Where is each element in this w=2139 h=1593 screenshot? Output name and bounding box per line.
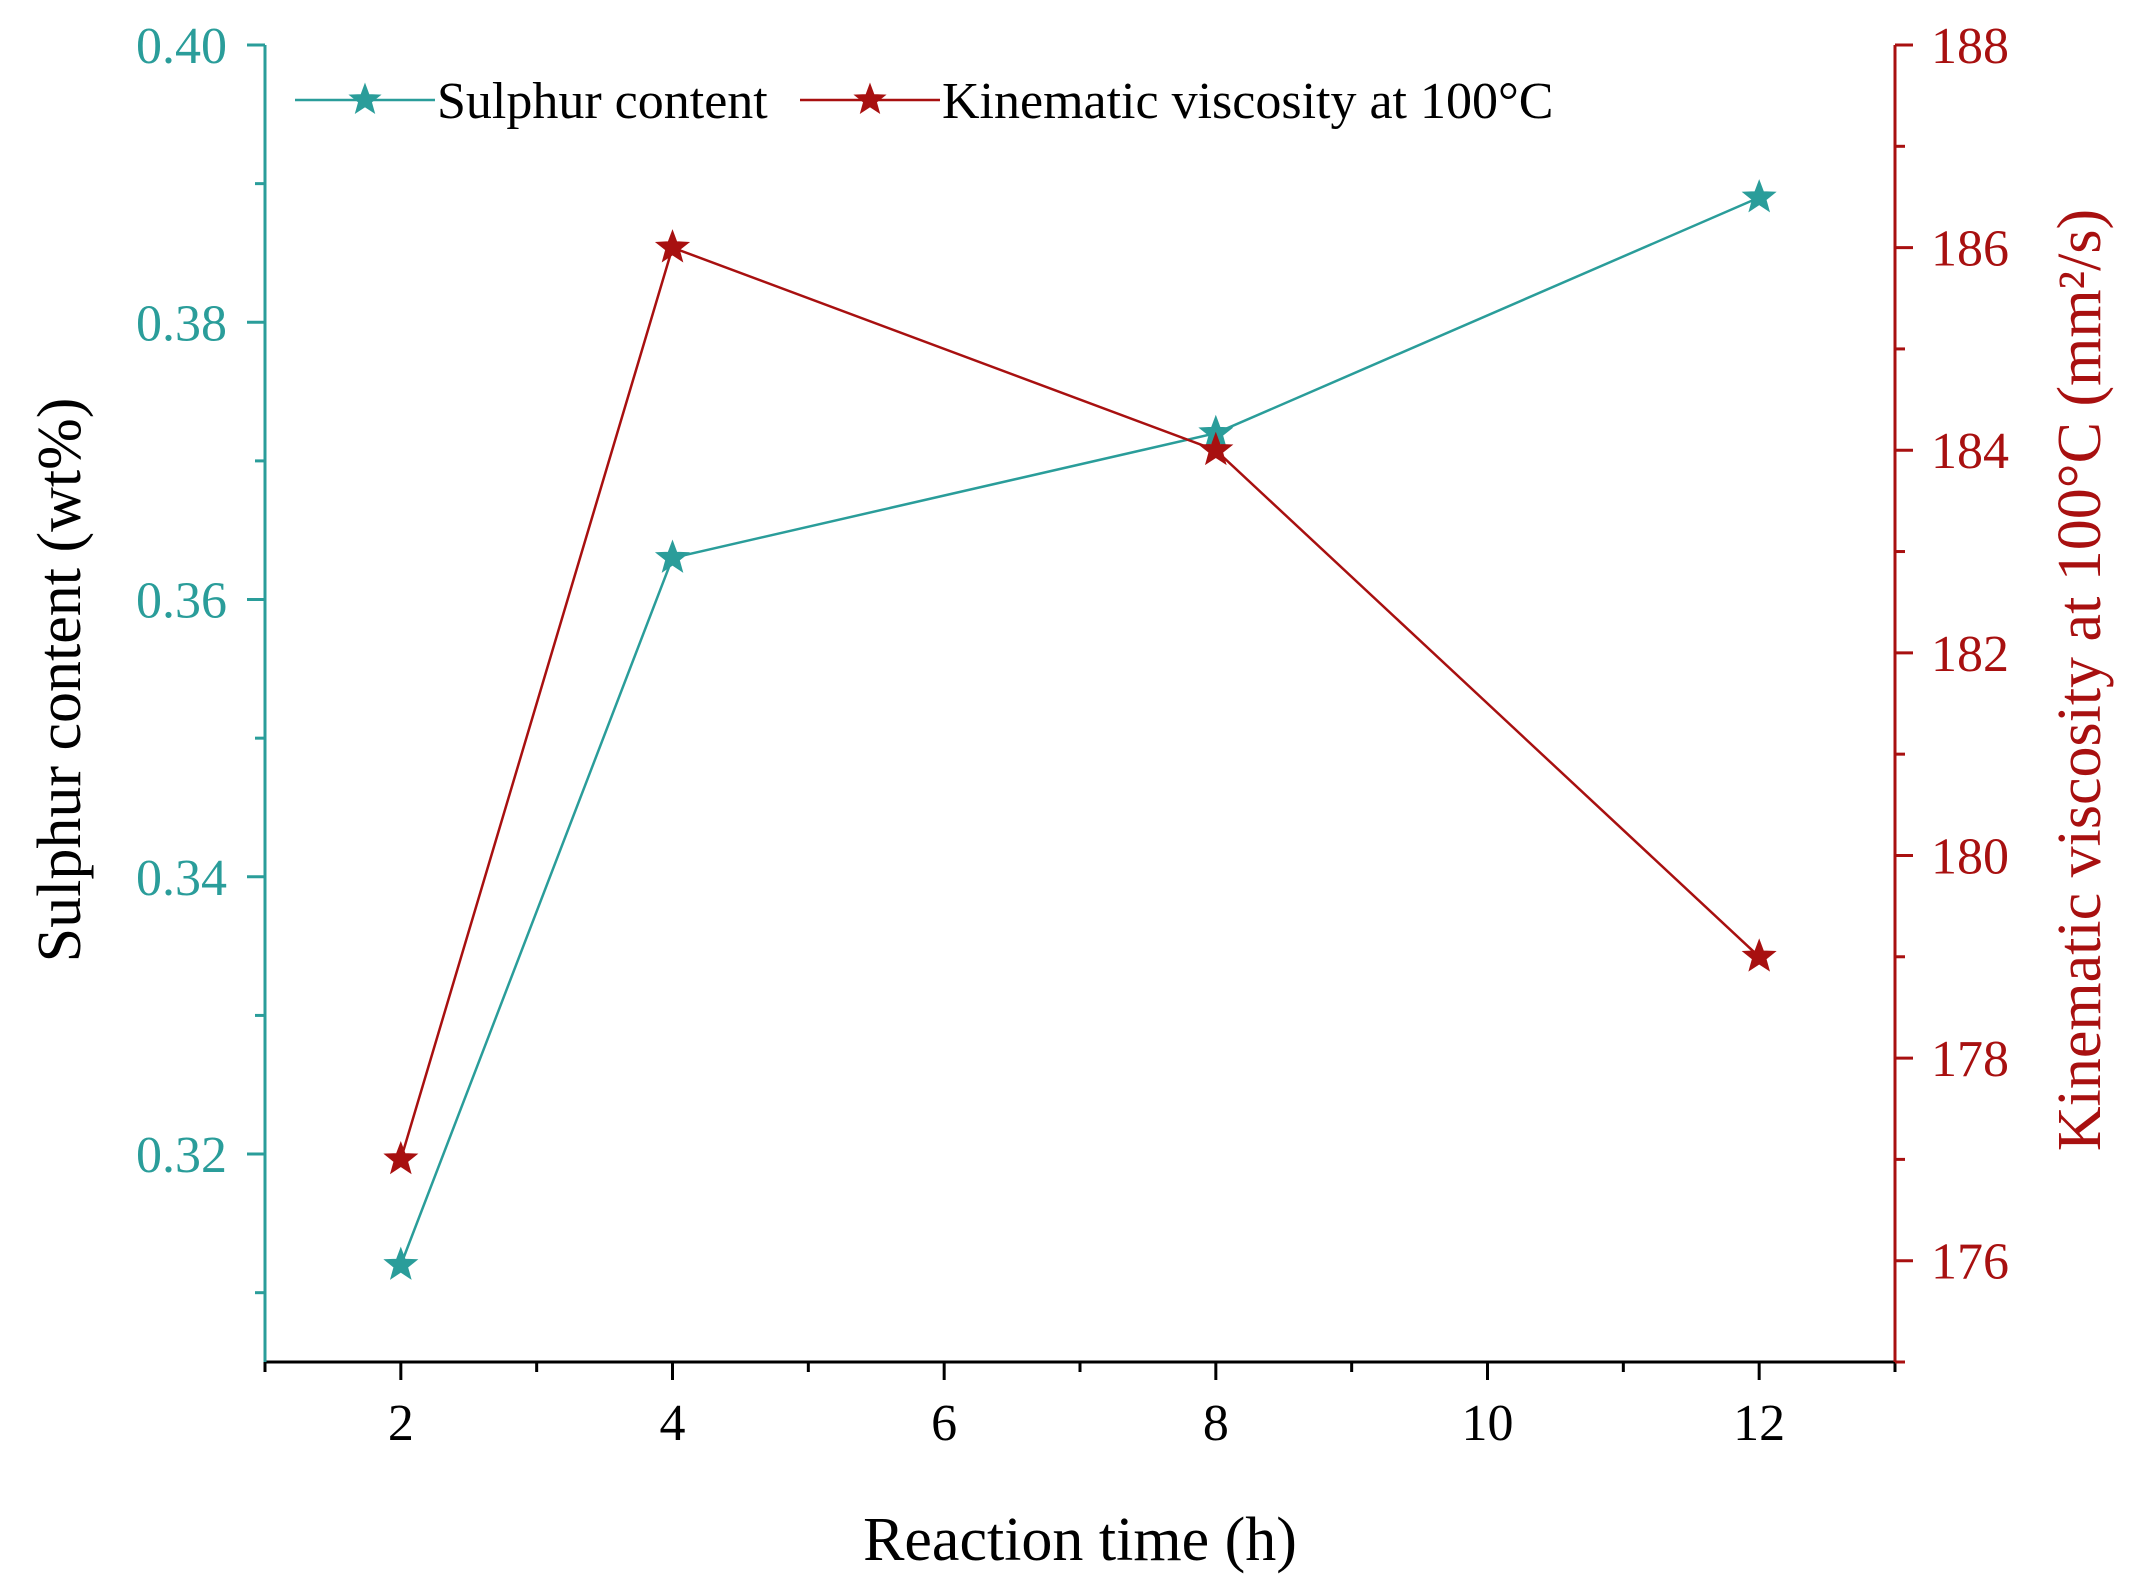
y-left-tick-label: 0.34 xyxy=(136,850,227,907)
y-right-tick-label: 184 xyxy=(1931,423,2009,480)
axes xyxy=(263,45,1897,1364)
y-right-tick-label: 176 xyxy=(1931,1234,2009,1291)
x-axis-title: Reaction time (h) xyxy=(863,1506,1297,1574)
series-line-sulphur xyxy=(399,196,1760,1266)
tick-marks: 2 4 6 8 10 12 0.32 0.34 0.36 0.38 0.40 176 178 180 182… xyxy=(136,18,2009,1452)
y-left-tick-label: 0.40 xyxy=(136,18,227,75)
y-right-tick-label: 180 xyxy=(1931,828,2009,885)
x-tick-label: 10 xyxy=(1462,1395,1514,1452)
y-right-tick-label: 182 xyxy=(1931,626,2009,683)
series-layer xyxy=(383,179,1777,1280)
x-tick-label: 12 xyxy=(1733,1395,1785,1452)
legend-label-viscosity: Kinematic viscosity at 100°C xyxy=(942,73,1553,130)
legend-marker-viscosity xyxy=(853,82,887,115)
data-point-viscosity xyxy=(654,229,691,263)
y-left-tick-label: 0.32 xyxy=(136,1127,227,1184)
y-axis-right-title: Kinematic viscosity at 100°C (mm²/s) xyxy=(2046,209,2114,1151)
y-left-tick-label: 0.36 xyxy=(136,573,227,630)
series-line-viscosity xyxy=(399,245,1761,1160)
legend-marker-sulphur xyxy=(348,82,382,115)
y-axis-left-title: Sulphur content (wt%) xyxy=(26,398,94,963)
y-right-tick-label: 188 xyxy=(1931,18,2009,75)
data-point-sulphur xyxy=(383,1246,419,1280)
x-tick-label: 6 xyxy=(931,1395,957,1452)
data-point-viscosity xyxy=(383,1140,419,1175)
y-left-tick-label: 0.38 xyxy=(136,295,227,352)
x-tick-label: 2 xyxy=(388,1395,414,1452)
data-point-sulphur xyxy=(1741,179,1777,213)
y-right-tick-label: 186 xyxy=(1931,221,2009,278)
x-tick-label: 4 xyxy=(660,1395,686,1452)
data-point-viscosity xyxy=(1198,431,1234,466)
y-right-tick-label: 178 xyxy=(1931,1031,2009,1088)
data-point-viscosity xyxy=(1741,938,1777,972)
x-tick-label: 8 xyxy=(1203,1395,1229,1452)
legend-label-sulphur: Sulphur content xyxy=(437,73,768,130)
data-point-sulphur xyxy=(654,539,691,573)
legend: Sulphur content Kinematic viscosity at 10… xyxy=(295,73,1553,130)
